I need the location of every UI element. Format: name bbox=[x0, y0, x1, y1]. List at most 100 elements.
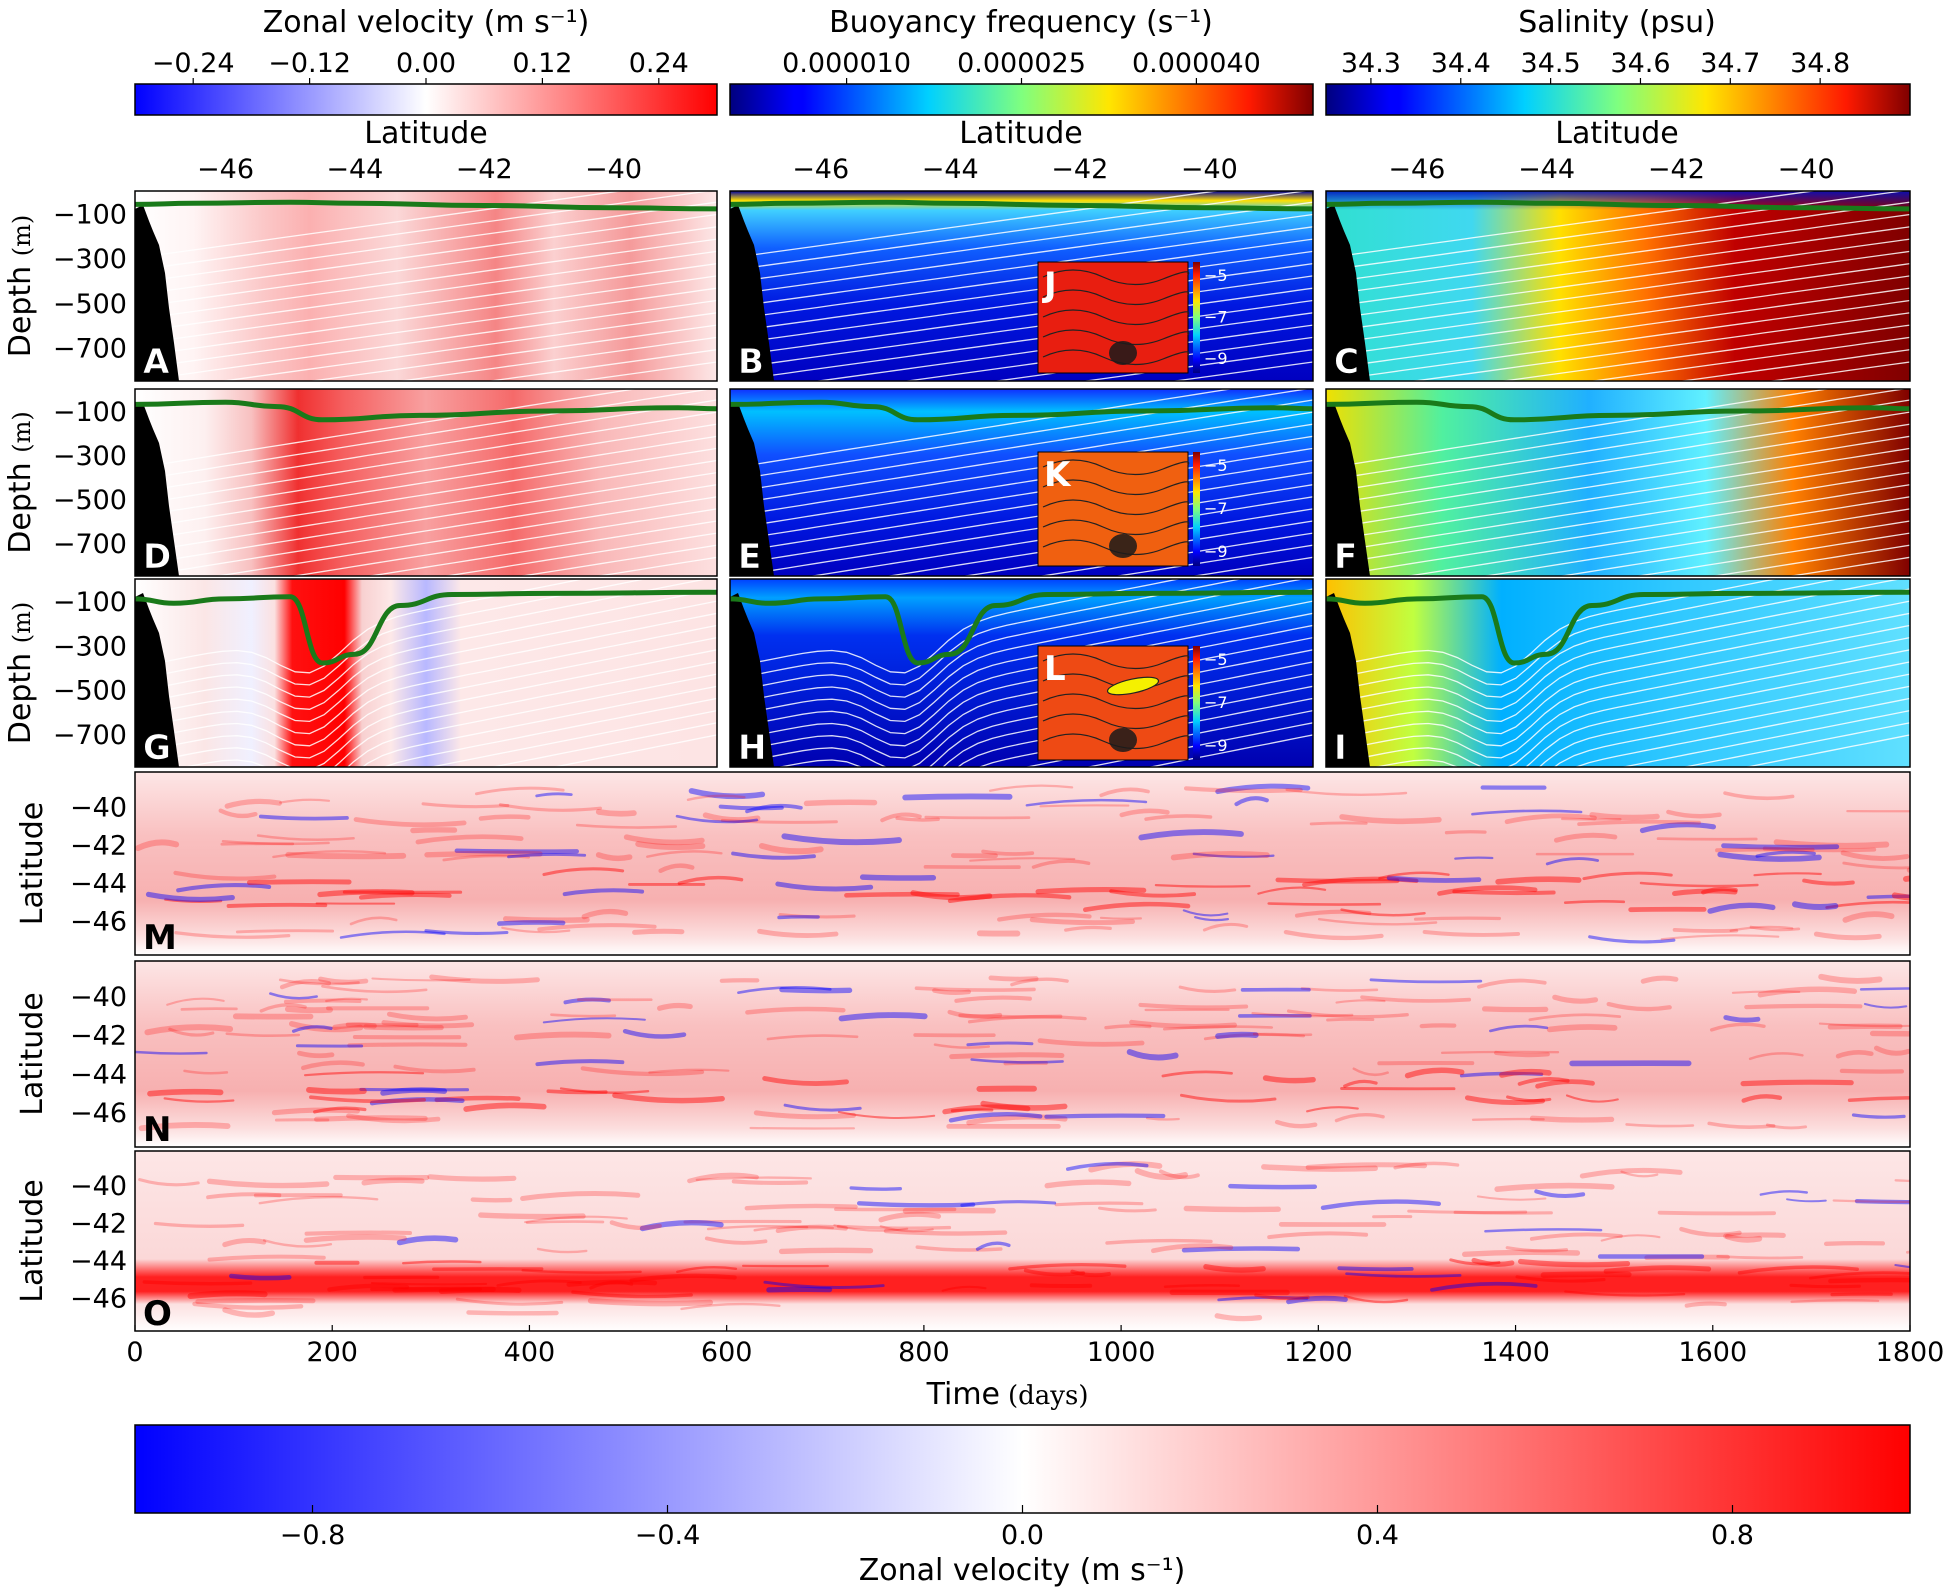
velocity-streak bbox=[1192, 852, 1275, 858]
velocity-streak bbox=[168, 1027, 215, 1037]
colorbar-gradient bbox=[1325, 83, 1911, 116]
isopycnal bbox=[135, 226, 717, 308]
velocity-streak bbox=[195, 1297, 316, 1304]
velocity-streak bbox=[1083, 901, 1191, 912]
latitude-tick-labels: −46 −44 −42 −40 −46 −44 −42 −40 −46 −44 −42 −40 bbox=[197, 154, 1835, 185]
velocity-streak bbox=[1008, 1263, 1127, 1271]
isopycnal bbox=[1373, 661, 1910, 767]
colorbar-tick-label: 0.000040 bbox=[1132, 48, 1261, 79]
velocity-streak bbox=[502, 916, 590, 924]
velocity-streak bbox=[1039, 804, 1130, 808]
velocity-streak bbox=[1126, 1049, 1179, 1061]
velocity-streak bbox=[1099, 916, 1142, 920]
time-tick-label: 0 bbox=[126, 1337, 143, 1368]
isopycnal-contours bbox=[135, 191, 1910, 767]
topography-H bbox=[730, 593, 774, 767]
isopycnal bbox=[1574, 697, 1910, 767]
time-tick-label: 600 bbox=[701, 1337, 753, 1368]
velocity-streak bbox=[222, 1307, 275, 1318]
isopycnal bbox=[1147, 734, 1313, 767]
velocity-streak bbox=[1588, 935, 1676, 944]
latitude-tick-label: −44 bbox=[326, 154, 383, 185]
velocity-streak bbox=[224, 798, 282, 809]
mld-group-B bbox=[730, 199, 1313, 212]
velocity-streak bbox=[1010, 977, 1069, 987]
latitude-tick-label: −42 bbox=[1648, 154, 1705, 185]
velocity-streak bbox=[463, 1102, 547, 1112]
isopycnal bbox=[489, 722, 717, 767]
colorbar-title: Zonal velocity (m s⁻¹) bbox=[859, 1553, 1186, 1588]
velocity-streak bbox=[1723, 1015, 1761, 1023]
velocity-streak bbox=[777, 915, 820, 920]
isopycnal bbox=[1326, 579, 1779, 674]
velocity-streak bbox=[207, 1254, 326, 1262]
velocity-streak bbox=[1317, 918, 1438, 926]
depth-tick-label: −700 bbox=[53, 720, 127, 751]
velocity-streak bbox=[259, 1003, 307, 1013]
velocity-streak bbox=[933, 1043, 991, 1049]
panel-B-field bbox=[730, 191, 1313, 381]
velocity-streak bbox=[880, 812, 922, 823]
velocity-streak bbox=[1029, 917, 1135, 926]
isopycnal bbox=[730, 201, 1313, 284]
velocity-streak bbox=[222, 1237, 267, 1248]
velocity-streak bbox=[498, 803, 602, 812]
isopycnal bbox=[1114, 544, 1313, 576]
colorbar-tick-label: 34.7 bbox=[1700, 48, 1760, 79]
velocity-streak bbox=[269, 992, 318, 1000]
velocity-streak bbox=[520, 1191, 641, 1201]
velocity-streak bbox=[1267, 1231, 1369, 1240]
velocity-streak bbox=[180, 1007, 238, 1011]
velocity-streak bbox=[1789, 1283, 1861, 1289]
depth-tick-label: −500 bbox=[53, 289, 127, 320]
velocity-streak bbox=[1162, 1025, 1274, 1031]
velocity-streak bbox=[173, 870, 277, 881]
velocity-streak bbox=[1759, 1190, 1808, 1196]
latitude-tick-label: −42 bbox=[1051, 154, 1108, 185]
colorbar-tick-label: −0.8 bbox=[280, 1520, 346, 1551]
panel-M-field bbox=[135, 772, 1910, 955]
velocity-streak bbox=[779, 986, 853, 994]
velocity-streak bbox=[438, 1286, 522, 1294]
isopycnal bbox=[1481, 508, 1910, 576]
isopycnal bbox=[1326, 435, 1910, 530]
latitude-tick-label: −46 bbox=[70, 1283, 127, 1314]
isopycnal bbox=[135, 579, 648, 686]
isopycnal bbox=[135, 600, 717, 723]
inset-J: −5 −7 −9 J bbox=[1037, 261, 1228, 374]
colorbar-tick-label: −0.4 bbox=[635, 1520, 701, 1551]
velocity-streak bbox=[370, 1287, 482, 1292]
velocity-streak bbox=[1666, 809, 1722, 819]
frame-B bbox=[729, 190, 1314, 382]
inset-colorbar-tick: −5 bbox=[1204, 456, 1228, 475]
mld-group-I bbox=[1326, 589, 1910, 666]
velocity-streak bbox=[1701, 886, 1738, 895]
colorbar-tick-label: 0.000010 bbox=[782, 48, 911, 79]
velocity-streak bbox=[1842, 861, 1910, 870]
velocity-streak bbox=[1294, 909, 1372, 918]
velocity-streak bbox=[1285, 788, 1408, 796]
velocity-streak bbox=[1839, 1068, 1905, 1074]
velocity-streak bbox=[1854, 1198, 1910, 1205]
inset-island bbox=[1109, 534, 1137, 558]
velocity-streak bbox=[1851, 1113, 1906, 1119]
velocity-streak bbox=[1104, 1024, 1152, 1030]
inset-colorbar-tick: −5 bbox=[1204, 266, 1228, 285]
velocity-streak bbox=[1228, 1183, 1318, 1190]
velocity-streak bbox=[695, 1176, 812, 1182]
velocity-streak bbox=[1275, 877, 1400, 884]
velocity-streak bbox=[1070, 1269, 1111, 1278]
isopycnal bbox=[1326, 471, 1910, 566]
velocity-streak bbox=[1657, 1210, 1776, 1216]
velocity-streak bbox=[1437, 885, 1538, 896]
velocity-streak bbox=[1413, 916, 1501, 921]
depth-tick-label: −300 bbox=[53, 631, 127, 662]
velocity-streak bbox=[1874, 1045, 1910, 1056]
velocity-streak bbox=[612, 1092, 725, 1104]
isopycnal bbox=[135, 262, 717, 345]
isopycnal bbox=[1326, 201, 1910, 284]
velocity-streak bbox=[1119, 808, 1170, 818]
velocity-streak bbox=[1262, 1075, 1316, 1084]
isopycnal bbox=[366, 520, 717, 576]
velocity-streak bbox=[1753, 872, 1822, 877]
